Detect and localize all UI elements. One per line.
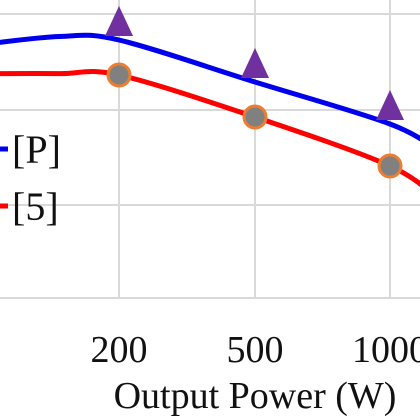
x-tick-1000: 1000 xyxy=(352,329,420,371)
x-tick-200: 200 xyxy=(91,329,148,371)
legend-label-1: [5] xyxy=(12,184,59,229)
marker-1-1 xyxy=(106,62,132,88)
marker-1-3 xyxy=(377,153,403,179)
series-lines xyxy=(0,32,420,188)
legend-label-0: [P] xyxy=(12,127,61,172)
marker-0-3 xyxy=(376,90,404,120)
x-tick-500: 500 xyxy=(227,329,284,371)
series-markers xyxy=(105,6,404,179)
marker-0-1 xyxy=(105,6,133,36)
legend: [P] [5] xyxy=(0,127,61,229)
marker-0-2 xyxy=(241,48,269,78)
x-axis-title: Output Power (W) xyxy=(114,375,397,417)
series-line-0 xyxy=(0,32,420,142)
series-line-1 xyxy=(0,68,420,188)
chart-grid xyxy=(0,0,420,299)
x-tick-labels: 02005001000 xyxy=(91,329,420,371)
marker-1-2 xyxy=(242,104,268,130)
